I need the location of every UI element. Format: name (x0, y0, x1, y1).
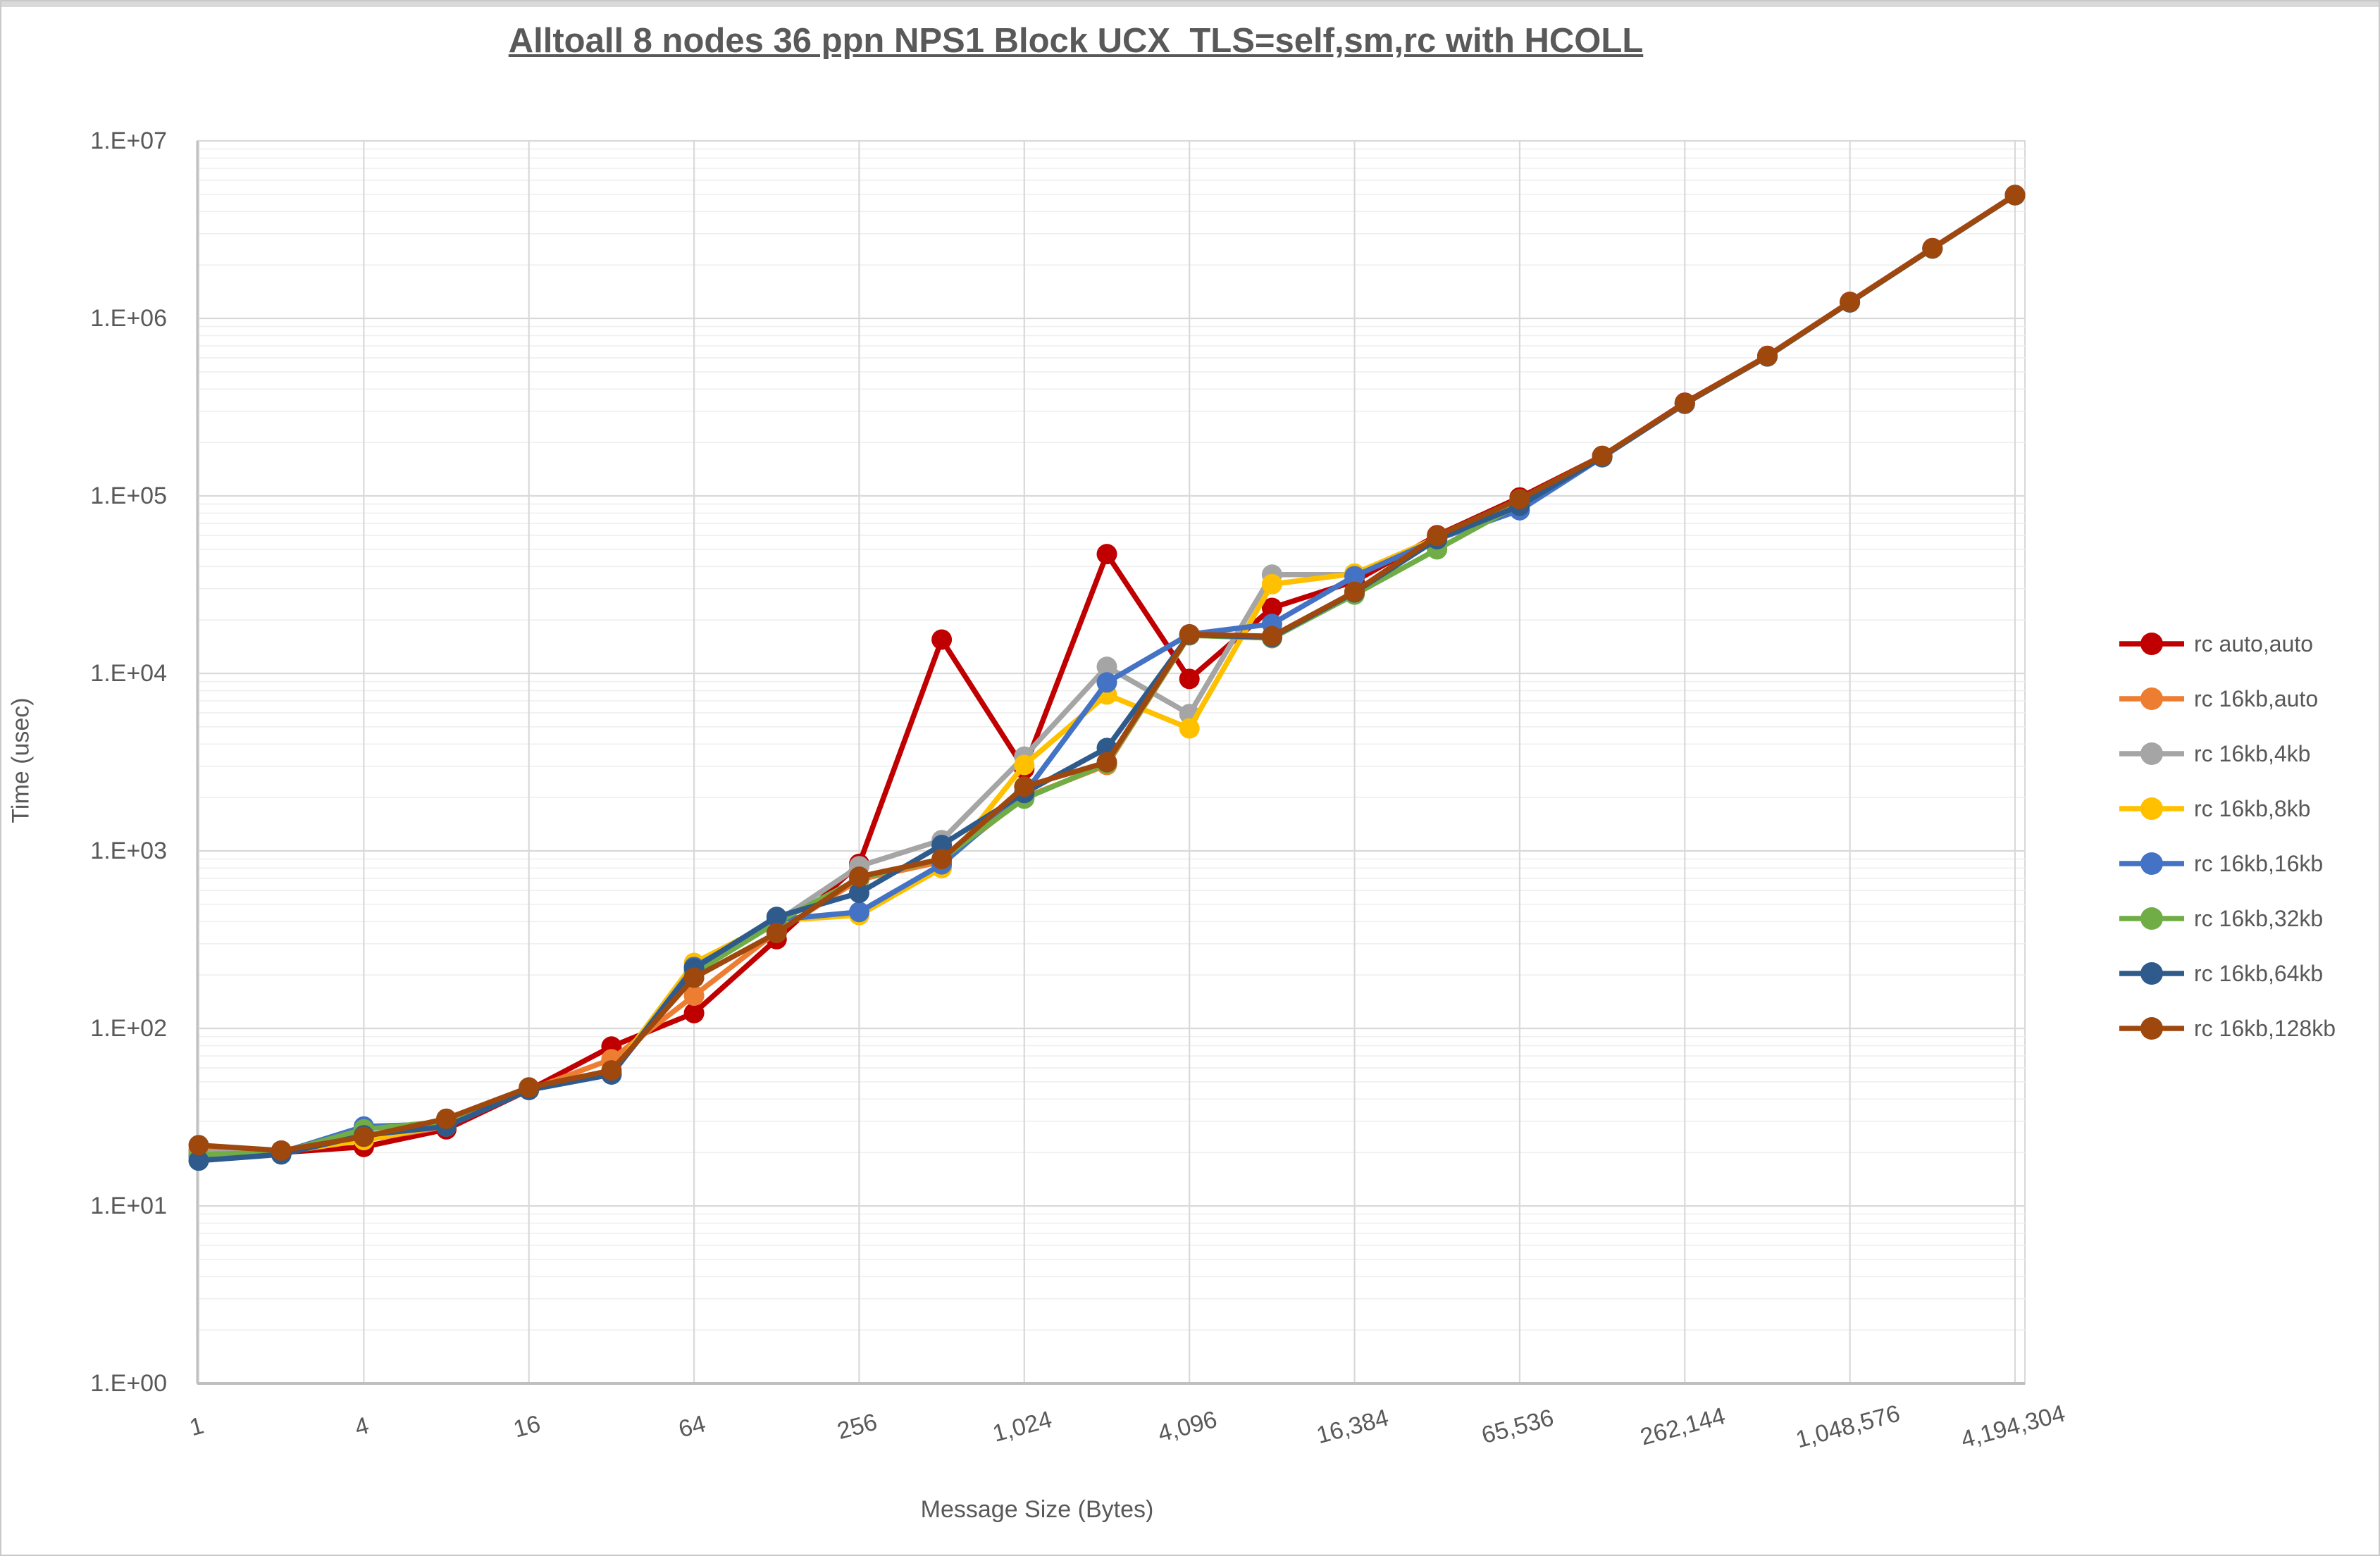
data-point (1344, 566, 1365, 587)
x-tick-label: 262,144 (1637, 1402, 1728, 1451)
y-tick-label: 1.E+02 (90, 1015, 167, 1042)
data-point (1261, 625, 1282, 647)
legend-marker (2140, 633, 2163, 655)
x-tick-label: 4,096 (1155, 1406, 1220, 1448)
x-axis-title: Message Size (Bytes) (920, 1496, 1154, 1523)
legend-label: rc 16kb,auto (2194, 686, 2318, 711)
data-point (353, 1126, 374, 1147)
legend-item-rc-16kb-4kb: rc 16kb,4kb (2119, 741, 2310, 766)
data-point (1592, 445, 1613, 466)
data-point (1096, 656, 1117, 678)
legend-item-rc-16kb-16kb: rc 16kb,16kb (2119, 851, 2323, 876)
legend-label: rc 16kb,64kb (2194, 961, 2323, 986)
x-tick-label: 4 (352, 1412, 371, 1442)
data-point (683, 1002, 705, 1023)
data-point (1096, 544, 1117, 565)
window-top-strip (1, 1, 2379, 7)
y-tick-label: 1.E+00 (90, 1370, 167, 1397)
data-point (1922, 238, 1943, 259)
y-axis-title: Time (usec) (7, 697, 35, 823)
legend-label: rc 16kb,128kb (2194, 1016, 2336, 1041)
series-rc-16kb-128kb (188, 185, 2026, 1161)
x-tick-label: 16 (511, 1410, 543, 1443)
x-tick-label: 16,384 (1314, 1405, 1392, 1450)
data-point (1261, 573, 1282, 595)
x-tick-label: 65,536 (1479, 1405, 1556, 1450)
data-point (766, 923, 787, 943)
x-tick-label: 1,048,576 (1793, 1400, 1903, 1453)
y-tick-labels: 1.E+00 1.E+01 1.E+02 1.E+03 1.E+04 1.E+05 1.E+… (90, 127, 167, 1397)
vertical-gridlines (197, 141, 2016, 1383)
legend-item-rc-16kb-64kb: rc 16kb,64kb (2119, 961, 2323, 986)
data-point (1096, 752, 1117, 773)
data-point (1344, 581, 1365, 602)
legend: rc auto,auto rc 16kb,auto rc 16kb,4kb rc 16… (2119, 631, 2336, 1041)
data-point (271, 1140, 292, 1161)
legend-item-rc-16kb-128kb: rc 16kb,128kb (2119, 1016, 2336, 1041)
legend-marker (2140, 962, 2163, 985)
data-point (931, 629, 953, 650)
legend-marker (2140, 687, 2163, 710)
x-tick-label: 1,024 (990, 1406, 1055, 1448)
y-tick-label: 1.E+01 (90, 1193, 167, 1219)
legend-marker (2140, 742, 2163, 765)
data-point (1840, 292, 1861, 313)
x-tick-label: 64 (676, 1410, 708, 1443)
data-point (1427, 525, 1448, 547)
legend-marker (2140, 852, 2163, 875)
legend-item-rc-16kb-auto: rc 16kb,auto (2119, 686, 2318, 711)
data-point (1674, 392, 1695, 413)
y-tick-label: 1.E+03 (90, 838, 167, 864)
legend-label: rc 16kb,16kb (2194, 851, 2323, 876)
legend-marker (2140, 797, 2163, 820)
x-tick-label: 1 (187, 1412, 206, 1442)
legend-label: rc auto,auto (2194, 631, 2313, 656)
y-tick-label: 1.E+06 (90, 305, 167, 332)
x-tick-label: 256 (834, 1409, 880, 1445)
data-point (1757, 346, 1778, 367)
legend-label: rc 16kb,8kb (2194, 796, 2310, 821)
legend-marker (2140, 1017, 2163, 1040)
data-point (766, 907, 787, 928)
data-point (931, 849, 953, 869)
data-point (2004, 185, 2026, 206)
data-point (683, 985, 705, 1006)
minor-gridlines (197, 148, 2025, 1331)
data-point (188, 1135, 209, 1156)
data-point (849, 866, 869, 888)
legend-item-rc-16kb-8kb: rc 16kb,8kb (2119, 796, 2310, 821)
chart-title: Alltoall 8 nodes 36 ppn NPS1 Block UCX_T… (508, 22, 1644, 60)
data-point (1179, 624, 1200, 645)
data-point (1014, 754, 1035, 776)
x-tick-labels: 1 4 16 64 256 1,024 4,096 16,384 65,536 262,144 1,… (187, 1400, 2068, 1453)
y-tick-label: 1.E+07 (90, 127, 167, 154)
data-point (436, 1108, 457, 1129)
legend-marker (2140, 907, 2163, 930)
data-point (1261, 597, 1282, 618)
data-point (1014, 776, 1035, 797)
y-tick-label: 1.E+04 (90, 660, 167, 687)
data-point (1179, 668, 1200, 690)
data-point (188, 1150, 209, 1171)
data-point (1179, 718, 1200, 739)
legend-item-rc-16kb-32kb: rc 16kb,32kb (2119, 906, 2323, 931)
data-point (519, 1077, 540, 1098)
data-point (849, 883, 869, 904)
data-point (601, 1060, 622, 1081)
data-point (1509, 489, 1530, 509)
data-point (1096, 672, 1117, 693)
x-tick-label: 4,194,304 (1958, 1400, 2068, 1453)
legend-item-rc-auto-auto: rc auto,auto (2119, 631, 2313, 656)
data-point (849, 902, 869, 923)
legend-label: rc 16kb,32kb (2194, 906, 2323, 931)
y-tick-label: 1.E+05 (90, 483, 167, 509)
data-point (683, 967, 705, 988)
legend-label: rc 16kb,4kb (2194, 741, 2310, 766)
data-point (931, 835, 953, 856)
